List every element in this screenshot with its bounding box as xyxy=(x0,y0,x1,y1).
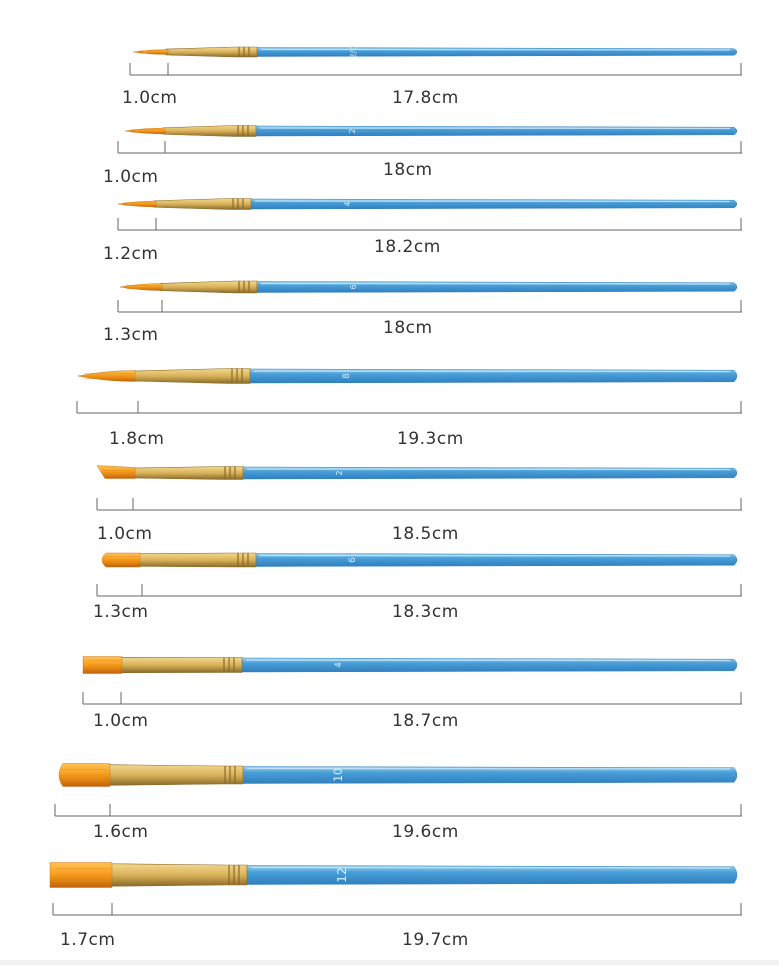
brush-2-head-label: 1.0cm xyxy=(103,167,159,187)
brush-2-size-mark: 2 xyxy=(348,128,357,133)
brush-9-handle xyxy=(240,766,738,784)
brush-5-handle xyxy=(247,368,738,384)
brush-3-ferrule xyxy=(153,198,252,210)
brush-7-handle xyxy=(253,553,738,567)
brush-7-length-label: 18.3cm xyxy=(392,602,459,622)
brush-1-length-label: 17.8cm xyxy=(392,88,459,108)
brush-8-head-label: 1.0cm xyxy=(93,711,149,731)
brush-1-head-label: 1.0cm xyxy=(122,88,178,108)
brush-8-length-label: 18.7cm xyxy=(392,711,459,731)
brush-2-length-label: 18cm xyxy=(383,160,433,180)
brush-2-ferrule xyxy=(162,125,257,137)
brush-10-ferrule xyxy=(109,863,248,887)
brush-6-ferrule xyxy=(132,466,244,480)
brush-4-size-mark: 6 xyxy=(349,284,358,289)
brush-1-handle xyxy=(254,47,738,57)
brush-6-head-label: 1.0cm xyxy=(97,524,153,544)
brush-10-length-label: 19.7cm xyxy=(402,930,469,950)
brush-9-size-mark: 10 xyxy=(332,768,345,782)
brush-6-length-label: 18.5cm xyxy=(392,524,459,544)
bottom-divider xyxy=(0,960,779,965)
brush-5-head-label: 1.8cm xyxy=(109,429,165,449)
brush-8-size-mark: 4 xyxy=(334,662,344,668)
brush-9-length-label: 19.6cm xyxy=(392,822,459,842)
brush-1-size-mark: 2/0 xyxy=(349,46,358,59)
brush-10-handle xyxy=(244,865,738,885)
brush-9-head-label: 1.6cm xyxy=(93,822,149,842)
brush-6-size-mark: 2 xyxy=(335,470,344,475)
brush-4-head-label: 1.3cm xyxy=(103,325,159,345)
brush-7-head-label: 1.3cm xyxy=(93,602,149,622)
brush-3-head-label: 1.2cm xyxy=(103,244,159,264)
brush-10-head-label: 1.7cm xyxy=(60,930,116,950)
brush-5-size-mark: 8 xyxy=(342,373,352,379)
brush-6-handle xyxy=(240,466,738,480)
brush-5-length-label: 19.3cm xyxy=(397,429,464,449)
brush-6-bristles xyxy=(96,465,136,479)
brush-4-length-label: 18cm xyxy=(383,318,433,338)
brush-7-size-mark: 6 xyxy=(347,557,357,562)
brush-8-handle xyxy=(239,657,738,673)
brush-9-ferrule xyxy=(107,764,244,786)
brush-1-ferrule xyxy=(165,46,258,58)
brush-3-length-label: 18.2cm xyxy=(374,237,441,257)
brush-4-ferrule xyxy=(159,280,258,294)
brush-10-size-mark: 12 xyxy=(335,867,349,883)
brush-3-size-mark: 4 xyxy=(343,201,352,206)
